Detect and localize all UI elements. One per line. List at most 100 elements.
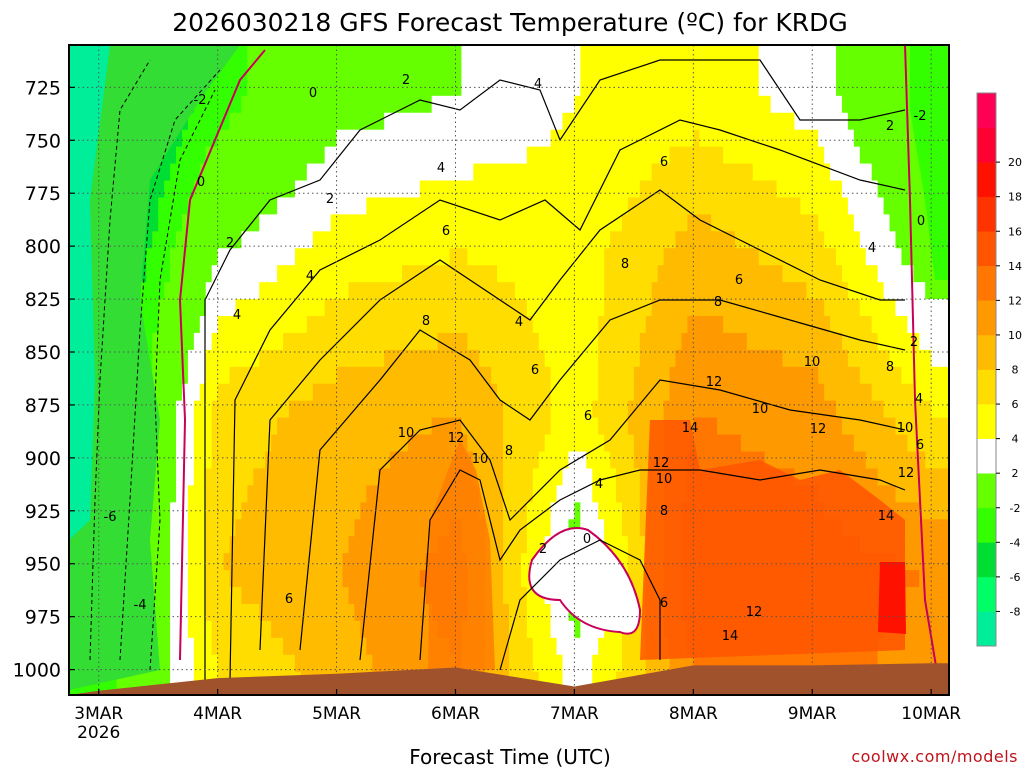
field-cell: [800, 129, 807, 148]
field-cell: [687, 214, 694, 232]
field-cell: [806, 316, 813, 334]
field-cell: [532, 400, 540, 419]
field-cell: [205, 587, 213, 605]
field-cell: [746, 95, 754, 114]
field-cell: [806, 654, 813, 673]
field-cell: [152, 316, 159, 334]
field-cell: [425, 197, 433, 215]
field-cell: [491, 299, 498, 317]
field-cell: [318, 129, 326, 148]
field-cell: [562, 620, 570, 639]
field-cell: [645, 248, 653, 266]
field-cell: [639, 282, 647, 300]
field-cell: [586, 78, 593, 97]
field-cell: [176, 129, 183, 148]
field-cell: [229, 214, 237, 232]
field-cell: [348, 553, 356, 571]
field-cell: [217, 553, 225, 571]
field-cell: [544, 519, 552, 537]
field-cell: [300, 451, 308, 470]
field-cell: [187, 400, 195, 419]
field-cell: [229, 553, 237, 571]
field-cell: [283, 485, 290, 503]
field-cell: [633, 180, 641, 199]
field-cell: [419, 282, 427, 300]
field-cell: [616, 637, 623, 656]
field-cell: [443, 451, 451, 470]
field-cell: [300, 299, 308, 317]
field-cell: [544, 197, 552, 215]
field-cell: [372, 485, 379, 503]
field-cell: [526, 536, 534, 554]
field-cell: [265, 519, 272, 537]
field-cell: [497, 112, 504, 131]
field-cell: [396, 95, 403, 114]
field-cell: [752, 129, 760, 148]
field-cell: [758, 434, 766, 453]
field-cell: [574, 282, 581, 300]
field-cell: [235, 61, 243, 80]
field-cell: [746, 180, 754, 199]
field-cell: [158, 197, 165, 215]
field-cell: [586, 231, 593, 249]
field-cell: [372, 519, 379, 537]
field-cell: [336, 112, 344, 131]
field-cell: [574, 299, 581, 317]
field-cell: [235, 248, 243, 266]
field-cell: [663, 316, 671, 334]
field-cell: [526, 519, 534, 537]
field-cell: [187, 553, 195, 571]
field-cell: [687, 248, 694, 266]
field-cell: [491, 180, 498, 199]
field-cell: [283, 61, 290, 80]
field-cell: [265, 400, 272, 419]
field-cell: [627, 502, 635, 520]
field-cell: [396, 400, 403, 419]
field-cell: [223, 519, 231, 537]
field-cell: [729, 45, 736, 63]
field-cell: [782, 95, 790, 114]
field-cell: [294, 265, 302, 283]
field-cell: [324, 265, 332, 283]
field-cell: [532, 519, 540, 537]
field-cell: [503, 180, 510, 199]
field-cell: [550, 282, 558, 300]
field-cell: [699, 45, 706, 63]
field-cell: [503, 536, 510, 554]
field-cell: [378, 570, 385, 588]
field-cell: [170, 366, 177, 385]
field-cell: [556, 248, 564, 266]
field-cell: [181, 332, 189, 351]
field-cell: [253, 553, 260, 571]
field-cell: [413, 180, 421, 199]
field-cell: [734, 231, 742, 249]
field-cell: [592, 671, 599, 690]
field-cell: [681, 654, 688, 673]
field-cell: [164, 587, 171, 605]
field-cell: [562, 502, 570, 520]
field-cell: [598, 163, 605, 182]
field-cell: [740, 400, 748, 419]
field-cell: [330, 248, 338, 266]
field-cell: [592, 654, 599, 673]
field-cell: [265, 61, 272, 80]
field-cell: [723, 451, 730, 470]
field-cell: [164, 231, 171, 249]
field-cell: [711, 95, 718, 114]
field-cell: [574, 671, 581, 690]
field-cell: [503, 265, 510, 283]
field-cell: [294, 536, 302, 554]
field-cell: [782, 146, 790, 165]
field-cell: [782, 45, 790, 63]
field-cell: [764, 112, 772, 131]
field-cell: [193, 146, 201, 165]
field-cell: [491, 451, 498, 470]
field-cell: [503, 332, 510, 351]
field-cell: [485, 434, 492, 453]
field-cell: [187, 468, 195, 486]
field-cell: [300, 570, 308, 588]
field-cell: [199, 485, 207, 503]
field-cell: [152, 383, 159, 402]
field-cell: [217, 248, 225, 266]
field-cell: [223, 485, 231, 503]
